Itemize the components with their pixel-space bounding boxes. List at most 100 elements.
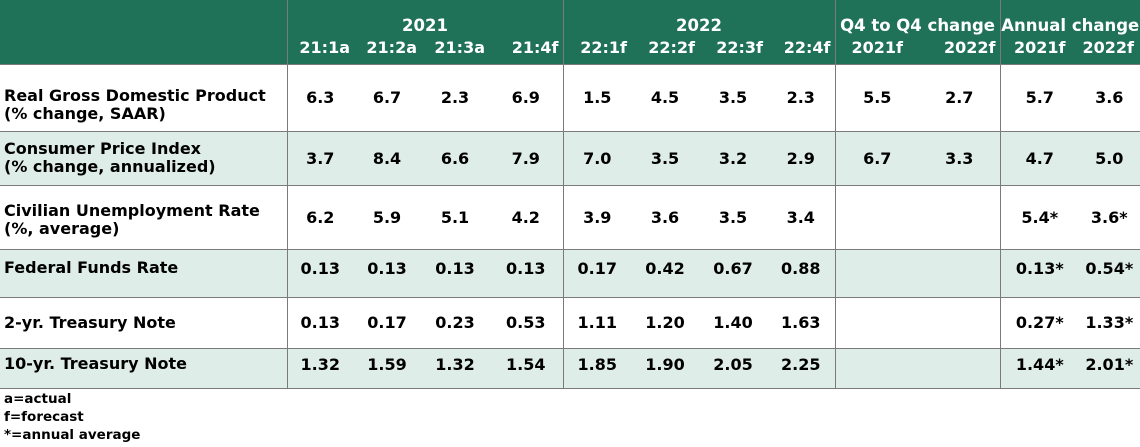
row-label: Federal Funds Rate xyxy=(0,249,287,297)
header-corner-cell xyxy=(0,0,287,38)
header-corner-cell xyxy=(0,38,287,64)
table-row: Civilian Unemployment Rate (%, average) 6… xyxy=(0,185,1140,249)
table-cell: 3.4 xyxy=(786,207,815,227)
table-cell: 1.20 xyxy=(645,313,685,332)
column-header: 2022f xyxy=(1079,38,1140,64)
table-cell: 0.54* xyxy=(1079,249,1140,297)
column-header: 2021f xyxy=(999,38,1080,64)
table-cell: 1.44* xyxy=(999,348,1080,388)
table-cell: 5.9 xyxy=(372,207,402,227)
table-cell: 1.11 xyxy=(562,297,631,348)
table-cell: 2.3 xyxy=(786,88,815,107)
table-cell: 3.5 xyxy=(718,88,748,107)
footnote-actual: a=actual xyxy=(4,391,72,407)
table-cell xyxy=(919,185,1000,249)
table-cell: 3.9 xyxy=(562,185,631,249)
table-cell: 3.5 xyxy=(718,207,748,227)
table-cell: 4.2 xyxy=(511,207,540,227)
table-row: Consumer Price Index (% change, annualize… xyxy=(0,131,1140,185)
table-cell: 6.9 xyxy=(511,88,540,107)
table-cell: 5.4* xyxy=(999,185,1080,249)
column-header: 2022f xyxy=(919,38,1001,64)
column-header: 2021f xyxy=(834,38,919,64)
table-cell: 7.9 xyxy=(489,131,563,185)
economic-forecast-table: 2021 2022 Q4 to Q4 change Annual change … xyxy=(0,0,1140,388)
table-cell xyxy=(834,348,919,388)
table-cell: 5.0 xyxy=(1079,131,1140,185)
row-label: 2-yr. Treasury Note xyxy=(4,312,176,332)
table-cell: 1.33* xyxy=(1079,297,1140,348)
table-cell: 0.23 xyxy=(435,313,475,332)
table-cell: 2.25 xyxy=(767,348,835,388)
row-label: Real Gross Domestic Product (% change, SA… xyxy=(4,85,266,123)
table-cell: 0.13 xyxy=(489,249,563,297)
table-cell: 6.7 xyxy=(834,131,919,185)
table-cell: 3.3 xyxy=(919,131,1001,185)
table-cell: 6.2 xyxy=(286,185,353,249)
header-column-row: 21:1a 21:2a 21:3a 21:4f 22:1f 22:2f 22:3… xyxy=(0,38,1140,64)
column-header: 21:1a xyxy=(286,38,353,64)
table-cell: 0.27* xyxy=(999,297,1080,348)
table-row: Real Gross Domestic Product (% change, SA… xyxy=(0,64,1140,131)
column-header: 22:4f xyxy=(767,38,835,64)
table-cell xyxy=(834,185,919,249)
header-group-row: 2021 2022 Q4 to Q4 change Annual change xyxy=(0,0,1140,38)
table-cell: 1.40 xyxy=(713,313,753,332)
table-cell: 8.4 xyxy=(353,131,421,185)
table-cell: 3.2 xyxy=(699,131,767,185)
table-cell: 6.7 xyxy=(372,88,402,107)
table-cell: 4.5 xyxy=(650,88,680,107)
table-row: 2-yr. Treasury Note 0.13 0.17 0.23 0.53 … xyxy=(0,297,1140,348)
table-cell: 0.67 xyxy=(699,249,767,297)
table-cell: 2.3 xyxy=(440,88,470,107)
table-cell: 0.17 xyxy=(367,313,407,332)
row-label: Civilian Unemployment Rate (%, average) xyxy=(4,201,260,238)
column-header: 21:4f xyxy=(489,38,563,64)
table-row: Federal Funds Rate 0.13 0.13 0.13 0.13 0… xyxy=(0,249,1140,297)
column-header: 22:2f xyxy=(631,38,699,64)
table-cell: 6.3 xyxy=(286,64,353,131)
column-header: 21:2a xyxy=(353,38,421,64)
table-cell: 6.6 xyxy=(421,131,489,185)
table-cell: 1.54 xyxy=(489,348,563,388)
table-cell: 1.32 xyxy=(286,348,353,388)
table-cell xyxy=(919,297,1000,348)
table-cell: 3.7 xyxy=(286,131,353,185)
table-cell: 4.7 xyxy=(999,131,1080,185)
table-cell: 5.1 xyxy=(440,207,470,227)
group-2021-header: 2021 xyxy=(286,0,563,38)
table-cell: 0.88 xyxy=(767,249,835,297)
table-cell: 2.9 xyxy=(767,131,835,185)
group-annual-change-header: Annual change xyxy=(999,0,1140,38)
table-cell: 2.01* xyxy=(1079,348,1140,388)
table-cell: 7.0 xyxy=(562,131,631,185)
table-cell: 5.7 xyxy=(999,64,1080,131)
table-cell: 1.90 xyxy=(631,348,699,388)
table-cell: 0.53 xyxy=(506,313,546,332)
table-cell xyxy=(919,249,1001,297)
table-cell xyxy=(919,348,1001,388)
table-cell: 3.5 xyxy=(631,131,699,185)
row-label: 10-yr. Treasury Note xyxy=(0,348,287,388)
table-cell: 1.5 xyxy=(562,64,631,131)
column-header: 21:3a xyxy=(421,38,489,64)
table-cell: 3.6* xyxy=(1079,185,1140,249)
group-2022-header: 2022 xyxy=(562,0,835,38)
row-label: Consumer Price Index (% change, annualize… xyxy=(0,131,287,185)
table-cell: 2.05 xyxy=(699,348,767,388)
table-cell: 5.5 xyxy=(834,64,919,131)
table-cell xyxy=(834,249,919,297)
footnote-annual-average: *=annual average xyxy=(4,427,141,443)
table-cell: 1.63 xyxy=(781,313,821,332)
table-cell: 3.6 xyxy=(650,207,680,227)
table-cell: 3.6 xyxy=(1079,64,1140,131)
table-cell: 0.13 xyxy=(286,249,353,297)
column-header: 22:1f xyxy=(562,38,631,64)
table-cell: 0.17 xyxy=(562,249,631,297)
table-cell xyxy=(834,297,919,348)
table-cell: 0.13 xyxy=(286,297,353,348)
footnote-forecast: f=forecast xyxy=(4,409,84,425)
table-footnotes: a=actual f=forecast *=annual average xyxy=(4,390,140,444)
column-header: 22:3f xyxy=(699,38,767,64)
group-q4-change-header: Q4 to Q4 change xyxy=(834,0,1001,38)
